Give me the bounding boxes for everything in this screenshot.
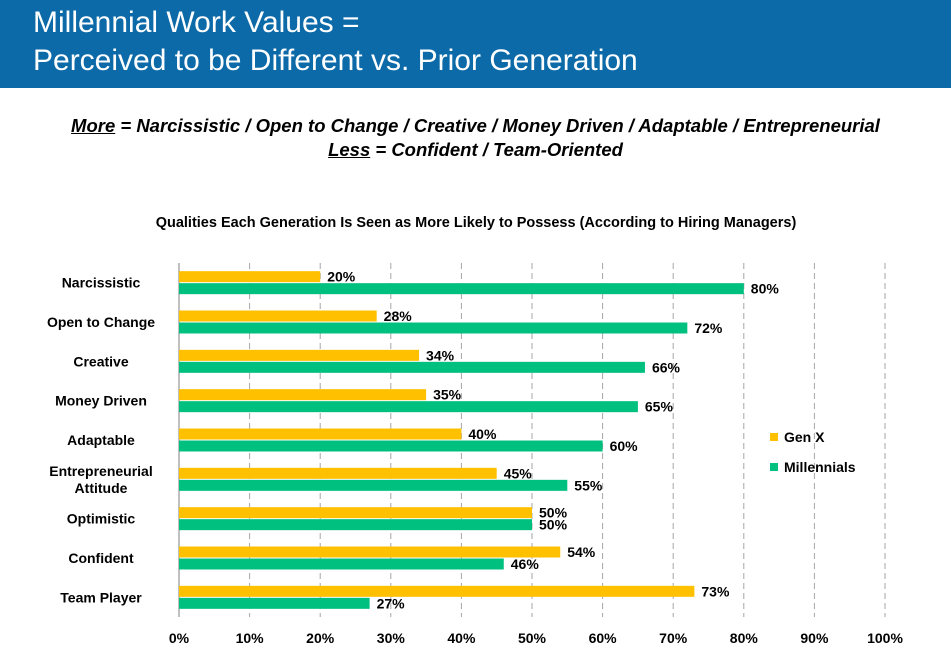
- x-tick-label: 50%: [518, 630, 547, 646]
- data-label-gen-x: 50%: [539, 505, 568, 521]
- data-label-millennials: 50%: [539, 517, 568, 533]
- bar-gen-x: [179, 546, 561, 558]
- legend-label-gen-x: Gen X: [784, 429, 825, 445]
- bar-millennials: [179, 479, 568, 491]
- x-tick-label: 80%: [730, 630, 759, 646]
- data-label-gen-x: 34%: [426, 347, 455, 363]
- data-label-millennials: 60%: [610, 438, 639, 454]
- bar-gen-x: [179, 467, 497, 479]
- title-line-1: Millennial Work Values =: [33, 6, 360, 39]
- x-tick-label: 70%: [659, 630, 688, 646]
- bar-millennials: [179, 558, 504, 570]
- subtitle-less-key: Less: [328, 139, 371, 160]
- x-tick-label: 0%: [169, 630, 190, 646]
- data-label-millennials: 66%: [652, 359, 681, 375]
- bar-millennials: [179, 440, 603, 452]
- bar-gen-x: [179, 389, 427, 401]
- subtitle-less-text: = Confident / Team-Oriented: [370, 139, 623, 160]
- bar-millennials: [179, 597, 370, 609]
- category-label: Money Driven: [55, 393, 147, 409]
- data-label-millennials: 72%: [694, 320, 723, 336]
- category-label: Entrepreneurial: [49, 463, 152, 479]
- data-label-gen-x: 20%: [327, 269, 356, 285]
- x-tick-label: 10%: [236, 630, 265, 646]
- subtitle-less: Less = Confident / Team-Oriented: [0, 139, 951, 161]
- bar-millennials: [179, 322, 688, 334]
- bar-gen-x: [179, 271, 321, 283]
- category-label: Open to Change: [47, 314, 155, 330]
- data-label-gen-x: 45%: [504, 465, 533, 481]
- x-tick-label: 20%: [306, 630, 335, 646]
- data-label-gen-x: 28%: [384, 308, 413, 324]
- data-label-gen-x: 54%: [567, 544, 596, 560]
- category-label: Creative: [73, 353, 128, 369]
- data-label-gen-x: 35%: [433, 387, 462, 403]
- x-tick-label: 100%: [867, 630, 903, 646]
- category-label: Optimistic: [67, 511, 136, 527]
- data-label-millennials: 55%: [574, 477, 603, 493]
- category-label: Adaptable: [67, 432, 135, 448]
- x-tick-label: 60%: [589, 630, 618, 646]
- bar-gen-x: [179, 310, 377, 322]
- data-label-millennials: 46%: [511, 556, 540, 572]
- legend-label-millennials: Millennials: [784, 459, 856, 475]
- category-label: Confident: [68, 550, 134, 566]
- category-label: Attitude: [75, 480, 128, 496]
- data-label-gen-x: 73%: [701, 583, 730, 599]
- bar-millennials: [179, 283, 744, 295]
- bar-gen-x: [179, 349, 420, 361]
- bar-millennials: [179, 361, 645, 373]
- x-tick-label: 30%: [377, 630, 406, 646]
- data-label-millennials: 80%: [751, 281, 780, 297]
- x-tick-label: 90%: [800, 630, 829, 646]
- legend-item-gen-x: Gen X: [770, 429, 824, 445]
- x-tick-label: 40%: [447, 630, 476, 646]
- category-label: Team Player: [60, 589, 142, 605]
- subtitle-more-text: = Narcissistic / Open to Change / Creati…: [115, 115, 880, 136]
- title-banner: Millennial Work Values = Perceived to be…: [0, 0, 951, 88]
- data-label-millennials: 27%: [377, 595, 406, 611]
- bar-gen-x: [179, 428, 462, 440]
- title-line-2: Perceived to be Different vs. Prior Gene…: [33, 44, 638, 77]
- chart-title: Qualities Each Generation Is Seen as Mor…: [156, 215, 797, 231]
- subtitle-more-key: More: [71, 115, 116, 136]
- subtitle-more: More = Narcissistic / Open to Change / C…: [0, 115, 951, 137]
- bar-gen-x: [179, 585, 695, 597]
- legend-item-millennials: Millennials: [770, 459, 856, 475]
- data-label-millennials: 65%: [645, 399, 674, 415]
- data-label-gen-x: 40%: [468, 426, 497, 442]
- bar-millennials: [179, 519, 532, 531]
- legend-swatch-gen-x: [770, 433, 778, 441]
- bar-millennials: [179, 401, 638, 413]
- category-label: Narcissistic: [62, 275, 141, 291]
- bar-gen-x: [179, 507, 532, 519]
- legend-swatch-millennials: [770, 463, 778, 471]
